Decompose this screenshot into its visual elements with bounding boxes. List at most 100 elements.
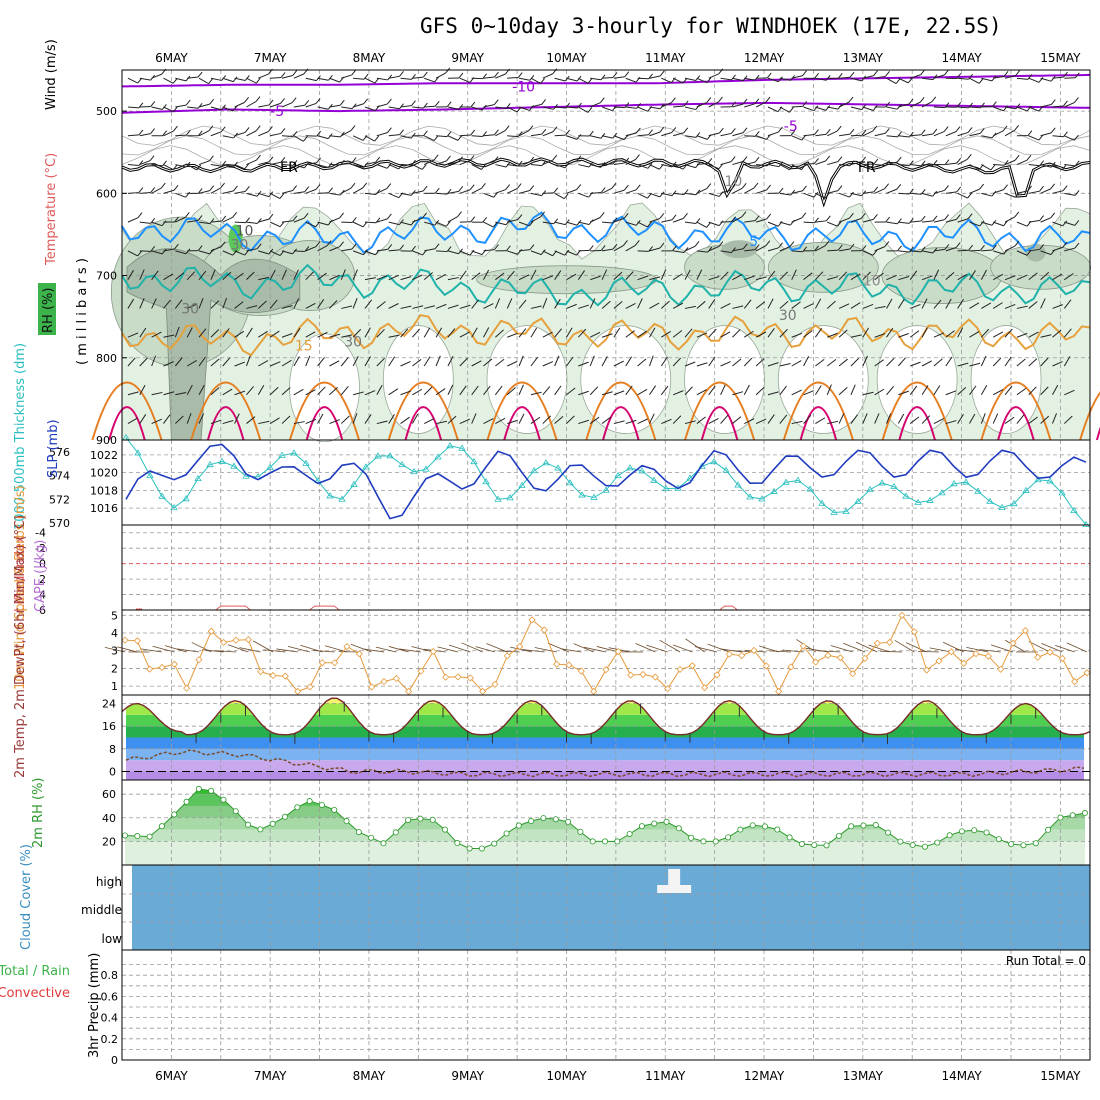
wind-speed-marker <box>836 654 844 662</box>
wind-barb <box>850 106 862 111</box>
wind-barb <box>945 420 957 425</box>
wind-barb <box>530 416 541 424</box>
wind-barb-flag <box>493 99 499 105</box>
wind-speed-marker <box>602 666 610 674</box>
thickness-marker <box>206 460 214 468</box>
wind-barb <box>827 106 839 110</box>
wind-barb <box>850 161 862 166</box>
wind-barb <box>910 134 922 137</box>
wind-barb <box>542 73 554 79</box>
wind-barb <box>530 391 542 396</box>
wind-barb <box>435 221 447 227</box>
wind-barb <box>602 76 614 79</box>
bottom-date-6may: 6MAY <box>155 1069 188 1083</box>
contour-label: 5 <box>749 234 758 250</box>
wind-barb <box>530 133 542 137</box>
wind-barb-flag <box>754 98 760 105</box>
wind-barb <box>720 132 732 137</box>
wind-barb <box>625 159 636 165</box>
top-date-11may: 11MAY <box>645 51 686 65</box>
wind-barb <box>862 303 874 309</box>
wind-barb <box>1063 328 1072 338</box>
wind-barb <box>708 276 720 281</box>
temperature-band <box>126 714 1084 727</box>
wind-barb <box>637 330 647 338</box>
wind-barb <box>957 273 968 281</box>
wind-barb-flag <box>340 159 345 166</box>
wind-barb <box>554 250 565 256</box>
wind-barb-flag <box>659 213 665 219</box>
wind-barb <box>957 362 969 367</box>
wind-barb <box>364 277 376 281</box>
wind-barb-flag <box>350 182 356 189</box>
wind-barb <box>483 358 493 367</box>
wind-barb <box>578 221 590 226</box>
wind-barb <box>495 189 506 194</box>
wind-barb <box>175 216 186 223</box>
wind-barb <box>542 159 554 166</box>
rh-marker <box>232 808 239 815</box>
wind-barb <box>210 187 221 194</box>
wind-barb <box>341 248 353 252</box>
wind-barb <box>815 245 826 252</box>
wind-barb <box>980 269 987 280</box>
wind-barb-flag <box>766 160 772 167</box>
wind-barb-flag <box>303 212 309 219</box>
wind-barb <box>530 216 541 223</box>
wind-barb <box>518 190 530 194</box>
wind-barb-flag <box>173 125 178 132</box>
wind-barb-flag <box>849 160 855 167</box>
wind-barb-flag <box>825 128 831 135</box>
wind-barb <box>803 192 815 198</box>
wind-barb <box>613 327 621 338</box>
wind-barb <box>625 77 637 83</box>
wind-speed-marker <box>750 646 758 655</box>
wind-barb <box>495 221 507 226</box>
wind-barb <box>625 189 637 194</box>
wind-barb <box>246 271 255 281</box>
wind-barb <box>969 302 980 309</box>
rh-marker <box>725 834 732 841</box>
wind-barb <box>803 356 810 367</box>
wind-barb-flag <box>611 183 617 189</box>
thickness-marker <box>1070 506 1078 514</box>
wind-barb <box>1040 217 1051 223</box>
wind-barb <box>838 413 845 424</box>
wind-barb-flag <box>636 103 642 109</box>
thickness-marker <box>1022 486 1030 493</box>
wind-barb <box>459 189 471 194</box>
wind-barb <box>969 331 980 338</box>
wind-barb <box>637 250 649 252</box>
wind-barb <box>495 417 506 424</box>
wind-barb-flag <box>742 243 748 250</box>
wind-barb <box>139 221 151 224</box>
isotherm-25-lobe <box>898 406 936 441</box>
rh-marker <box>1045 826 1052 833</box>
wind-barb <box>222 106 234 112</box>
wind-barb-flag <box>209 218 215 224</box>
wind-barb <box>542 221 554 225</box>
wind-barb <box>696 135 708 140</box>
thickness-marker <box>1034 476 1042 483</box>
wind-barb <box>803 134 815 137</box>
wind-barb <box>613 189 625 194</box>
thickness-marker <box>338 495 346 502</box>
wind-speed-marker <box>738 652 746 660</box>
wind-barb <box>696 188 707 194</box>
wind-barb <box>732 132 744 137</box>
wind-barb-flag <box>433 154 439 161</box>
wind-barb <box>435 388 446 396</box>
wind-barb <box>969 249 981 252</box>
rh-marker <box>1057 814 1064 821</box>
surface-wind-barb <box>646 644 668 653</box>
wind-barb <box>720 189 732 194</box>
wind-barb <box>400 77 412 80</box>
wind-barb <box>637 298 643 309</box>
wind-barb <box>684 164 696 169</box>
wind-barb-flag <box>220 182 225 189</box>
wind-barb <box>720 414 729 424</box>
wind-barb-flag <box>802 101 808 107</box>
wind-barb-flag <box>741 182 747 189</box>
